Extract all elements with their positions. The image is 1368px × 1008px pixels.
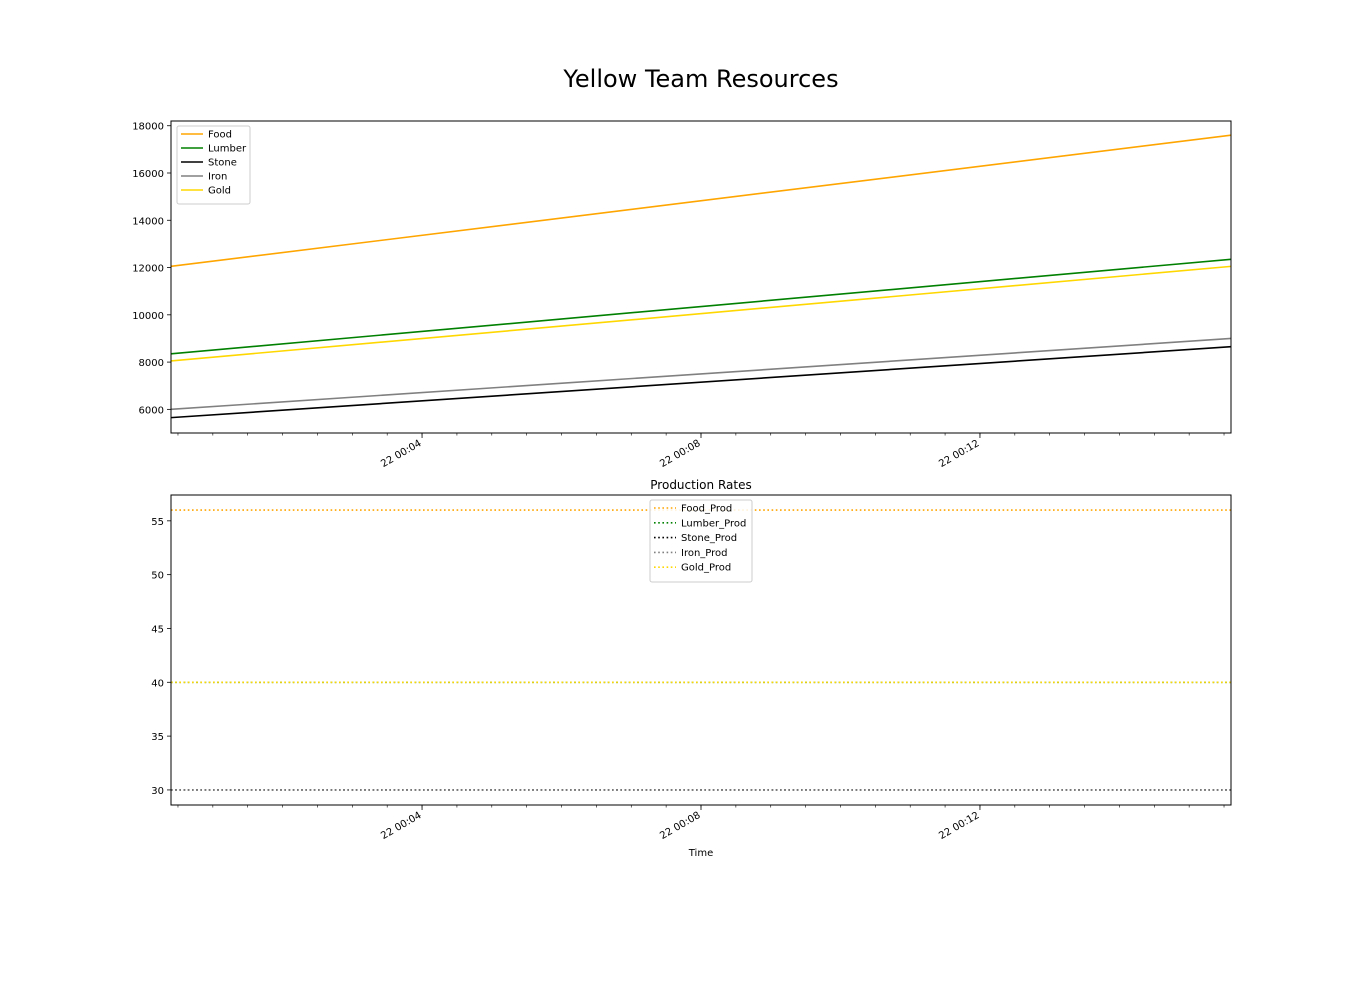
- x-tick-label: 22 00:08: [658, 438, 702, 470]
- y-tick-label: 16000: [132, 169, 164, 180]
- legend-frame: [176, 125, 251, 205]
- legend-label-iron-prod: Iron_Prod: [681, 548, 728, 559]
- series-line-iron: [171, 337, 1231, 411]
- y-tick-label: 35: [151, 732, 164, 743]
- legend-label-gold-prod: Gold_Prod: [681, 563, 731, 574]
- y-tick-label: 50: [151, 571, 164, 582]
- legend-label-food-prod: Food_Prod: [681, 504, 732, 515]
- y-tick-label: 6000: [139, 405, 164, 416]
- y-tick-label: 8000: [139, 358, 164, 369]
- x-tick-label: 22 00:04: [379, 810, 423, 842]
- x-tick-label: 22 00:04: [379, 438, 423, 470]
- axes-title: Production Rates: [650, 478, 751, 492]
- legend-label-gold: Gold: [208, 186, 231, 197]
- legend-label-stone-prod: Stone_Prod: [681, 533, 737, 544]
- legend-frame: [649, 499, 753, 583]
- legend: Food_Prod Lumber_Prod Stone_Prod Iron_Prod G…: [649, 499, 753, 583]
- y-tick-label: 10000: [132, 311, 164, 322]
- axes-frame: [170, 120, 1232, 434]
- series-lines: [171, 134, 1231, 419]
- series-line-stone: [171, 345, 1231, 419]
- legend-label-stone: Stone: [208, 158, 237, 169]
- legend: Food Lumber Stone Iron Gold: [176, 125, 251, 205]
- y-tick-label: 55: [151, 517, 164, 528]
- y-tick-label: 45: [151, 624, 164, 635]
- y-tick-label: 40: [151, 678, 164, 689]
- series-line-lumber: [171, 258, 1231, 355]
- production-rates-axes: 30 35 40 45 50 55 22 00:04 22 00:08 22 00:12 Prod…: [151, 478, 1232, 859]
- x-axis-label: Time: [688, 848, 713, 859]
- y-tick-label: 30: [151, 786, 164, 797]
- x-tick-label: 22 00:12: [937, 810, 981, 842]
- legend-label-lumber: Lumber: [208, 144, 247, 155]
- figure-title: Yellow Team Resources: [562, 65, 838, 93]
- y-tick-label: 18000: [132, 122, 164, 133]
- x-tick-label: 22 00:12: [937, 438, 981, 470]
- legend-label-iron: Iron: [208, 172, 227, 183]
- y-tick-label: 14000: [132, 216, 164, 227]
- series-line-food: [171, 134, 1231, 268]
- x-tick-label: 22 00:08: [658, 810, 702, 842]
- series-line-gold: [171, 265, 1231, 362]
- legend-label-lumber-prod: Lumber_Prod: [681, 518, 746, 529]
- resources-axes: 6000 8000 10000 12000 14000 16000 18000 22 00:0…: [132, 120, 1232, 470]
- y-tick-label: 12000: [132, 264, 164, 275]
- legend-label-food: Food: [208, 130, 232, 141]
